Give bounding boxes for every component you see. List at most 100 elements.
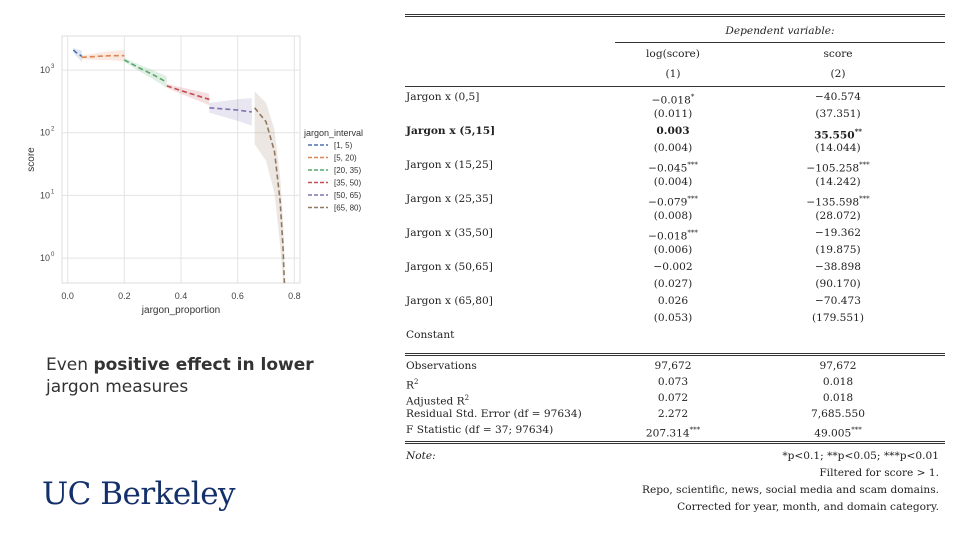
note-line-3: Corrected for year, month, and domain ca…: [677, 501, 939, 513]
coef-value-1: −0.079***: [648, 195, 698, 209]
stat-row: R2 0.073 0.018: [405, 374, 945, 392]
se-value-1: (0.004): [653, 142, 693, 154]
se-row: (0.004) (14.044): [405, 140, 945, 157]
coef-label: Jargon x (0,5]: [406, 91, 480, 103]
se-value-2: (28.072): [815, 210, 861, 222]
coef-label: Jargon x (35,50]: [406, 227, 493, 239]
se-value-1: (0.004): [653, 176, 693, 188]
coef-value-1: −0.045***: [648, 161, 698, 175]
stat-row: Residual Std. Error (df = 97634) 2.272 7,6…: [405, 406, 945, 422]
y-tick-label: 10: [40, 253, 50, 263]
coef-label: Jargon x (25,35]: [406, 193, 493, 205]
legend-entry: [1, 5): [334, 141, 353, 150]
se-value-2: (90.170): [815, 278, 861, 290]
se-value-1: (0.011): [653, 108, 693, 120]
coef-row: Jargon x (0,5] −0.018* −40.574: [405, 89, 945, 107]
legend-title: jargon_interval: [303, 128, 363, 138]
coef-value-1: 0.026: [657, 295, 689, 307]
col2-number: (2): [830, 68, 846, 80]
stat-value-1: 97,672: [654, 360, 692, 372]
x-tick-label: 0.8: [288, 291, 301, 301]
stat-row: Adjusted R2 0.072 0.018: [405, 390, 945, 408]
stat-rows: Observations 97,672 97,672 R2 0.073 0.018 Adju…: [405, 358, 945, 440]
caption-pre: Even: [46, 355, 94, 375]
dep-var-rule: [615, 42, 945, 43]
stat-label: F Statistic (df = 37; 97634): [406, 424, 554, 436]
col1-number: (1): [665, 68, 681, 80]
stats-rule: [405, 353, 945, 354]
confidence-band: [81, 49, 125, 62]
legend-entry: [35, 50): [334, 179, 361, 188]
coef-label: Jargon x (15,25]: [406, 159, 493, 171]
coef-label: Jargon x (65,80]: [406, 295, 493, 307]
se-row: (0.027) (90.170): [405, 276, 945, 293]
caption-rest: jargon measures: [46, 377, 189, 397]
y-tick-exponent: 3: [51, 64, 55, 70]
coef-value-2: 35.550**: [814, 127, 862, 142]
note-line-1: Filtered for score > 1.: [819, 467, 939, 479]
stat-value-1: 2.272: [657, 408, 689, 420]
stat-label: Observations: [406, 360, 477, 372]
coef-row: Jargon x (35,50] −0.018*** −19.362: [405, 225, 945, 243]
series-line: [254, 107, 286, 284]
constant-label: Constant: [406, 329, 455, 341]
stat-value-2: 97,672: [819, 360, 857, 372]
coef-value-2: −70.473: [815, 295, 861, 307]
legend-entry: [20, 35): [334, 166, 361, 175]
se-value-1: (0.006): [653, 244, 693, 256]
coef-label: Jargon x (5,15]: [406, 125, 496, 137]
stat-label: Residual Std. Error (df = 97634): [406, 408, 582, 420]
se-value-2: (14.242): [815, 176, 861, 188]
y-tick-exponent: 1: [51, 189, 55, 195]
x-tick-label: 0.6: [231, 291, 244, 301]
coef-value-2: −105.258***: [806, 161, 870, 175]
coef-value-2: −38.898: [815, 261, 861, 273]
se-row: (0.004) (14.242): [405, 174, 945, 191]
x-axis-label: jargon_proportion: [141, 305, 220, 316]
coef-value-1: 0.003: [656, 125, 690, 137]
coef-row: Jargon x (50,65] −0.002 −38.898: [405, 259, 945, 276]
stat-label: R2: [406, 378, 419, 392]
coef-value-2: −135.598***: [806, 195, 870, 209]
stat-row: F Statistic (df = 37; 97634) 207.314*** 49…: [405, 422, 945, 440]
legend-entry: [50, 65): [334, 191, 361, 200]
stat-row: Observations 97,672 97,672: [405, 358, 945, 374]
se-row: (0.053) (179.551): [405, 310, 945, 327]
coef-value-2: −19.362: [815, 227, 861, 239]
header-rule: [405, 86, 945, 87]
col2-header: score: [823, 48, 853, 60]
se-row: (0.008) (28.072): [405, 208, 945, 225]
x-tick-label: 0.4: [175, 291, 188, 301]
y-tick-exponent: 0: [51, 252, 55, 258]
se-row: (0.006) (19.875): [405, 242, 945, 259]
series-line: [72, 49, 83, 58]
se-value-1: (0.027): [653, 278, 693, 290]
coef-value-2: −40.574: [815, 91, 861, 103]
x-tick-label: 0.2: [118, 291, 131, 301]
se-value-1: (0.053): [653, 312, 693, 324]
coef-value-1: −0.002: [653, 261, 693, 273]
se-value-1: (0.008): [653, 210, 693, 222]
se-value-2: (37.351): [815, 108, 861, 120]
series-line: [123, 59, 168, 83]
stat-value-2: 49.005***: [814, 426, 862, 440]
se-row: (0.011) (37.351): [405, 106, 945, 123]
note-label: Note:: [406, 450, 436, 462]
table-top-rule: [405, 14, 945, 17]
se-value-2: (14.044): [815, 142, 861, 154]
y-axis-label: score: [26, 147, 37, 172]
regression-table: Dependent variable: log(score) score (1)…: [405, 14, 945, 516]
y-tick-label: 10: [40, 190, 50, 200]
note-rule: [405, 441, 945, 444]
dependent-variable-header: Dependent variable:: [725, 25, 835, 37]
coef-row: Jargon x (25,35] −0.079*** −135.598***: [405, 191, 945, 209]
slide-caption: Even positive effect in lower jargon mea…: [46, 354, 314, 398]
stat-value-2: 7,685.550: [811, 408, 865, 420]
se-value-2: (19.875): [815, 244, 861, 256]
se-value-2: (179.551): [811, 312, 865, 324]
y-tick-label: 10: [40, 65, 50, 75]
legend-entry: [5, 20): [334, 154, 357, 163]
caption-bold: positive effect in lower: [93, 355, 314, 375]
confidence-band: [209, 98, 252, 126]
